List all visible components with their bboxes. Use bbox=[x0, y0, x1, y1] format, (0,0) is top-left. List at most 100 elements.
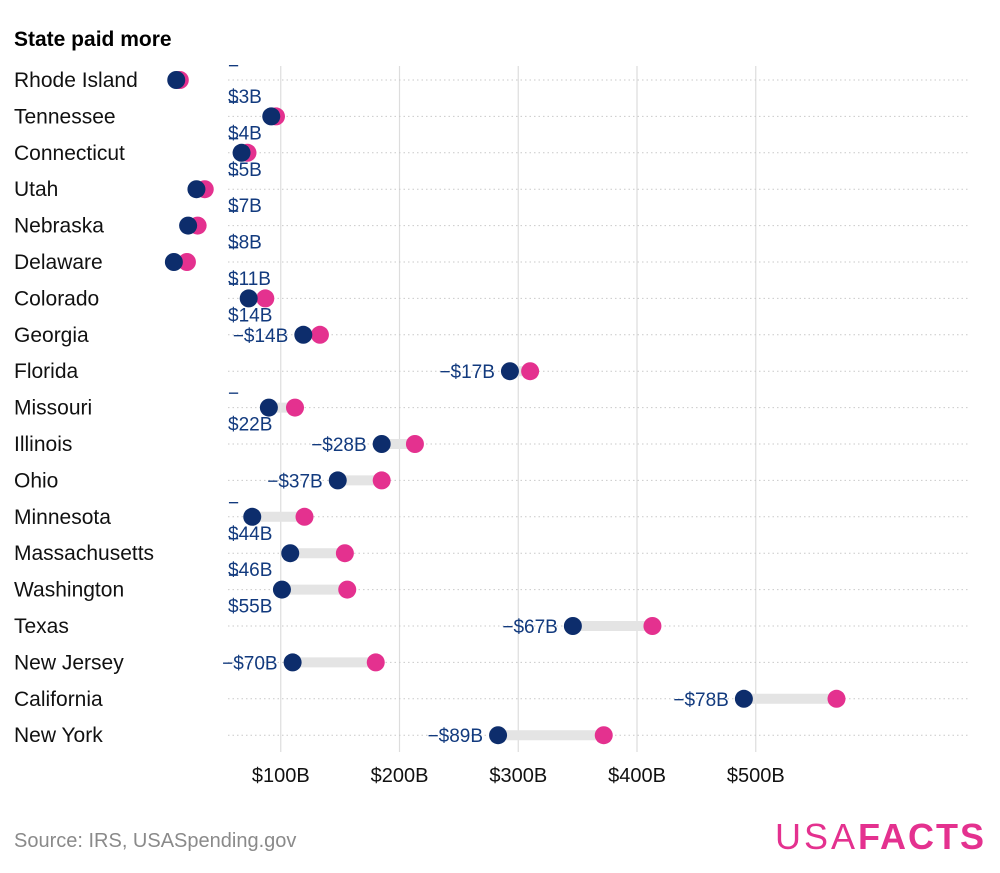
paid-dot bbox=[256, 289, 275, 308]
paid-dot bbox=[335, 544, 354, 563]
difference-label: − bbox=[228, 566, 239, 587]
data-row: Rhode Island − $3B bbox=[14, 56, 968, 108]
data-row: Missouri − $22B bbox=[14, 384, 968, 436]
received-dot bbox=[239, 289, 258, 308]
data-row: Tennessee − $4B bbox=[14, 92, 968, 144]
state-label: Ohio bbox=[14, 469, 58, 492]
usafacts-logo[interactable]: USAFACTS bbox=[775, 816, 986, 858]
received-dot bbox=[187, 180, 206, 199]
difference-label: −$37B bbox=[267, 471, 322, 492]
difference-label: $4B bbox=[228, 123, 262, 144]
received-dot bbox=[164, 253, 183, 271]
received-dot bbox=[489, 726, 508, 745]
data-row: Washington − $55B bbox=[14, 566, 968, 618]
received-dot bbox=[259, 398, 278, 417]
state-label: Texas bbox=[14, 615, 69, 638]
paid-dot bbox=[643, 617, 662, 635]
difference-label: $14B bbox=[228, 305, 272, 326]
received-dot bbox=[179, 216, 198, 235]
difference-label: − bbox=[228, 493, 239, 514]
x-tick-label: $500B bbox=[727, 765, 785, 787]
paid-dot bbox=[366, 653, 385, 672]
data-row: Ohio −$37B bbox=[14, 469, 968, 492]
data-row: Minnesota − $44B bbox=[14, 493, 968, 545]
difference-label: −$89B bbox=[428, 726, 483, 747]
paid-dot bbox=[827, 689, 846, 708]
received-dot bbox=[243, 507, 262, 526]
received-dot bbox=[328, 471, 347, 490]
difference-label: −$28B bbox=[311, 435, 366, 456]
difference-label: − bbox=[228, 238, 239, 259]
received-dot bbox=[167, 71, 186, 89]
state-label: Connecticut bbox=[14, 142, 125, 165]
difference-label: − bbox=[228, 274, 239, 295]
data-row: Delaware − $11B bbox=[14, 238, 968, 290]
source-note: Source: IRS, USASpending.gov bbox=[14, 830, 297, 852]
data-row: Utah − $7B bbox=[14, 165, 968, 217]
received-dot bbox=[372, 435, 391, 453]
chart-rows: Rhode Island−$3BTennessee−$4BConnecticut… bbox=[14, 56, 968, 747]
difference-label: $5B bbox=[228, 160, 262, 181]
data-row: Georgia −$14B bbox=[14, 324, 968, 347]
difference-label: $55B bbox=[228, 597, 272, 618]
paid-dot bbox=[372, 471, 391, 490]
difference-label: $44B bbox=[228, 524, 272, 545]
difference-label: − bbox=[228, 202, 239, 223]
paid-dot bbox=[405, 435, 424, 453]
difference-label: −$67B bbox=[502, 617, 557, 638]
state-label: Nebraska bbox=[14, 215, 104, 238]
state-label: Florida bbox=[14, 360, 79, 383]
difference-label: − bbox=[228, 165, 239, 186]
difference-label: $3B bbox=[228, 87, 262, 108]
data-row: Connecticut − $5B bbox=[14, 129, 968, 181]
state-label: Washington bbox=[14, 579, 124, 602]
paid-dot bbox=[295, 507, 314, 526]
difference-label: − bbox=[228, 56, 239, 77]
paid-dot bbox=[594, 726, 613, 745]
state-label: New Jersey bbox=[14, 651, 124, 674]
state-label: Minnesota bbox=[14, 506, 111, 529]
data-row: Nebraska − $8B bbox=[14, 202, 968, 254]
state-label: Georgia bbox=[14, 324, 89, 347]
data-row: New York −$89B bbox=[14, 724, 968, 747]
x-tick-label: $100B bbox=[252, 765, 310, 787]
difference-label: $11B bbox=[228, 269, 271, 290]
paid-dot bbox=[177, 253, 196, 271]
difference-label: −$70B bbox=[222, 653, 277, 674]
difference-label: − bbox=[228, 529, 239, 550]
difference-label: $7B bbox=[228, 196, 262, 217]
state-label: Massachusetts bbox=[14, 542, 154, 565]
difference-label: −$78B bbox=[673, 690, 728, 711]
data-row: Colorado − $14B bbox=[14, 274, 968, 326]
state-label: Delaware bbox=[14, 251, 103, 274]
data-row: Florida −$17B bbox=[14, 360, 968, 383]
difference-label: $8B bbox=[228, 233, 262, 254]
received-dot bbox=[281, 544, 300, 563]
difference-label: −$14B bbox=[233, 326, 288, 347]
paid-dot bbox=[338, 580, 357, 599]
received-dot bbox=[563, 617, 582, 635]
paid-dot bbox=[521, 362, 540, 381]
difference-label: −$17B bbox=[439, 362, 494, 383]
state-label: Utah bbox=[14, 178, 58, 201]
state-label: Missouri bbox=[14, 397, 92, 420]
received-dot bbox=[232, 143, 251, 162]
logo-text-bold: FACTS bbox=[857, 816, 986, 857]
data-row: New Jersey −$70B bbox=[14, 651, 968, 674]
data-row: Massachusetts − $46B bbox=[14, 529, 968, 581]
received-dot bbox=[262, 107, 281, 126]
state-label: New York bbox=[14, 724, 103, 747]
data-row: California −$78B bbox=[14, 688, 968, 711]
x-axis: $100B $200B $300B $400B $500B bbox=[252, 765, 785, 787]
received-dot bbox=[500, 362, 519, 381]
state-label: Rhode Island bbox=[14, 69, 138, 92]
received-dot bbox=[294, 325, 313, 344]
x-tick-label: $300B bbox=[489, 765, 547, 787]
x-tick-label: $400B bbox=[608, 765, 666, 787]
state-label: California bbox=[14, 688, 103, 711]
data-row: Illinois −$28B bbox=[14, 433, 968, 456]
state-label: Colorado bbox=[14, 287, 99, 310]
state-label: Tennessee bbox=[14, 105, 116, 128]
chart-title: State paid more bbox=[14, 28, 172, 51]
